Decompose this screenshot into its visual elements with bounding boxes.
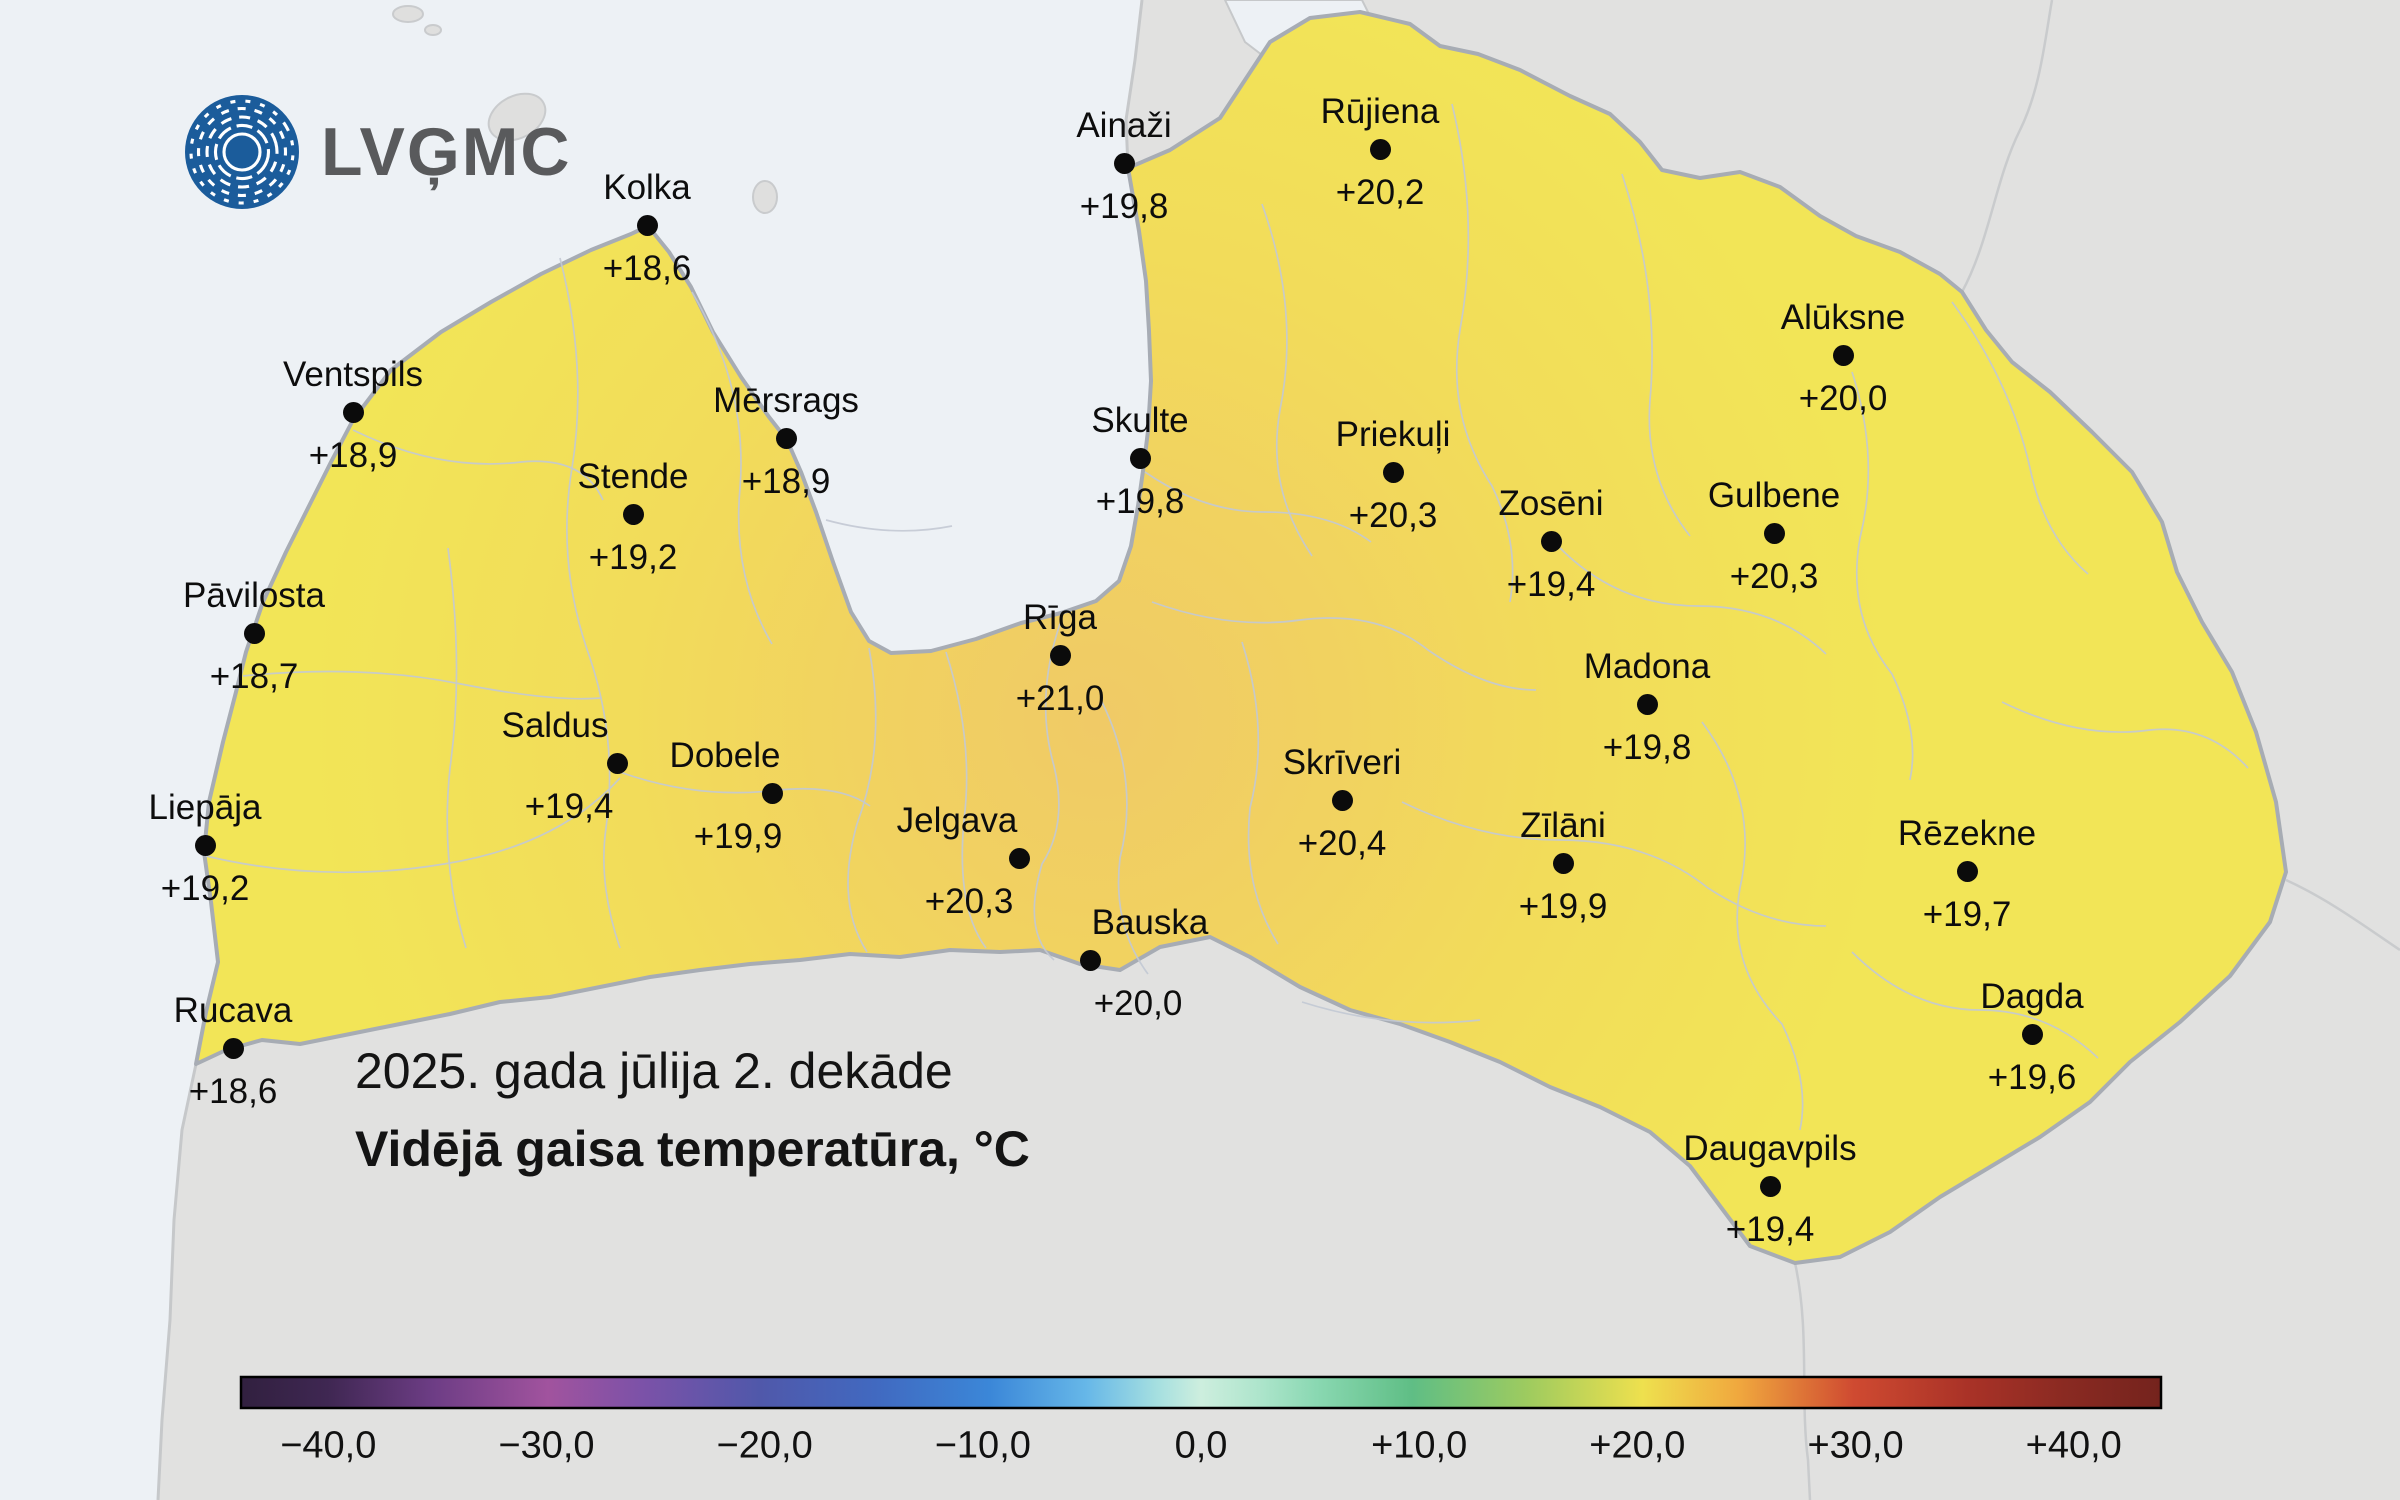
foreign-borders [1793, 0, 2400, 1500]
station-value: +19,9 [693, 817, 783, 856]
station-value: +20,0 [1798, 379, 1888, 418]
station-name: Stende [577, 457, 689, 496]
station-name: Dagda [1980, 977, 2084, 1016]
station-value: +18,9 [308, 436, 398, 475]
station-name: Zosēni [1498, 484, 1604, 523]
station-name: Skrīveri [1282, 743, 1402, 782]
station-value: +19,2 [160, 869, 250, 908]
station-dot [222, 1037, 244, 1059]
station-dot [194, 834, 216, 856]
lithuania-coastline [156, 1063, 198, 1500]
station-name: Zīlāni [1520, 806, 1606, 845]
colorbar-tick-label: −20,0 [716, 1424, 813, 1467]
station-value: +18,6 [602, 249, 692, 288]
station-name: Ainaži [1076, 106, 1172, 145]
station-name: Rucava [173, 991, 293, 1030]
station-value: +20,3 [1348, 496, 1438, 535]
station-value: +19,8 [1602, 728, 1692, 767]
colorbar-tick-label: −40,0 [280, 1424, 377, 1467]
station-dot [1552, 852, 1574, 874]
map-period-title: 2025. gada jūlija 2. dekāde [355, 1043, 953, 1099]
station-value: +19,6 [1987, 1058, 2077, 1097]
station-dot [622, 503, 644, 525]
station-value: +21,0 [1015, 679, 1105, 718]
station-value: +19,4 [1506, 565, 1596, 604]
station-value: +20,0 [1093, 984, 1183, 1023]
station-name: Rīga [1023, 598, 1097, 637]
station-dot [1129, 447, 1151, 469]
station-name: Gulbene [1707, 476, 1841, 515]
station-value: +20,3 [1729, 557, 1819, 596]
estonia-coastline [1124, 0, 1144, 169]
map-subject-title: Vidējā gaisa temperatūra, °C [355, 1121, 1030, 1177]
island [392, 5, 778, 214]
station-dot [1540, 530, 1562, 552]
station-value: +19,4 [524, 787, 614, 826]
station-name: Madona [1583, 647, 1711, 686]
station-dot [606, 752, 628, 774]
station-name: Jelgava [896, 801, 1018, 840]
lvgmc-logo-icon [185, 95, 299, 209]
station-value: +20,3 [924, 882, 1014, 921]
station-name: Pāvilosta [182, 576, 326, 615]
station-dot [775, 427, 797, 449]
lvgmc-logo: LVĢMC [185, 95, 572, 209]
station-dot [1759, 1175, 1781, 1197]
station-name: Mērsrags [713, 381, 859, 420]
colorbar-tick-label: +40,0 [2025, 1424, 2122, 1467]
station-value: +19,4 [1725, 1210, 1815, 1249]
station-name: Alūksne [1780, 298, 1906, 337]
colorbar-gradient-bar [239, 1375, 2163, 1410]
colorbar-tick-label: 0,0 [1174, 1424, 1228, 1467]
station-value: +19,2 [588, 538, 678, 577]
colorbar-tick-label: +10,0 [1371, 1424, 1468, 1467]
station-name: Liepāja [148, 788, 262, 827]
station-dot [342, 401, 364, 423]
station-value: +19,8 [1079, 187, 1169, 226]
station-name: Ventspils [282, 355, 424, 394]
station-dot [1331, 789, 1353, 811]
station-dot [1049, 644, 1071, 666]
station-dot [1636, 693, 1658, 715]
station-dot [1956, 860, 1978, 882]
map-title-block: 2025. gada jūlija 2. dekāde Vidējā gaisa… [355, 1042, 1030, 1178]
station-value: +20,2 [1335, 173, 1425, 212]
station-value: +19,7 [1922, 895, 2012, 934]
station-name: Saldus [501, 706, 609, 745]
colorbar-tick-label: +20,0 [1589, 1424, 1686, 1467]
station-name: Rūjiena [1320, 92, 1440, 131]
station-value: +18,9 [741, 462, 831, 501]
colorbar-tick-label: −10,0 [934, 1424, 1031, 1467]
station-name: Skulte [1091, 401, 1189, 440]
station-name: Daugavpils [1683, 1129, 1857, 1168]
station-dot [1079, 949, 1101, 971]
station-value: +18,6 [188, 1072, 278, 1111]
station-value: +19,8 [1095, 482, 1185, 521]
station-dot [1382, 461, 1404, 483]
station-name: Bauska [1091, 903, 1209, 942]
station-name: Priekuļi [1335, 415, 1451, 454]
station-value: +19,9 [1518, 887, 1608, 926]
station-dot [636, 214, 658, 236]
station-dot [1008, 847, 1030, 869]
station-value: +18,7 [209, 657, 299, 696]
colorbar-tick-label: +30,0 [1807, 1424, 1904, 1467]
colorbar-tick-label: −30,0 [498, 1424, 595, 1467]
station-dot [1369, 138, 1391, 160]
station-name: Dobele [669, 736, 781, 775]
station-name: Rēzekne [1897, 814, 2037, 853]
station-dot [1832, 344, 1854, 366]
station-dot [761, 782, 783, 804]
station-value: +20,4 [1297, 824, 1387, 863]
station-dot [1763, 522, 1785, 544]
lvgmc-logo-text: LVĢMC [321, 114, 572, 190]
station-dot [1113, 152, 1135, 174]
station-dot [2021, 1023, 2043, 1045]
station-dot [243, 622, 265, 644]
station-name: Kolka [603, 168, 691, 207]
